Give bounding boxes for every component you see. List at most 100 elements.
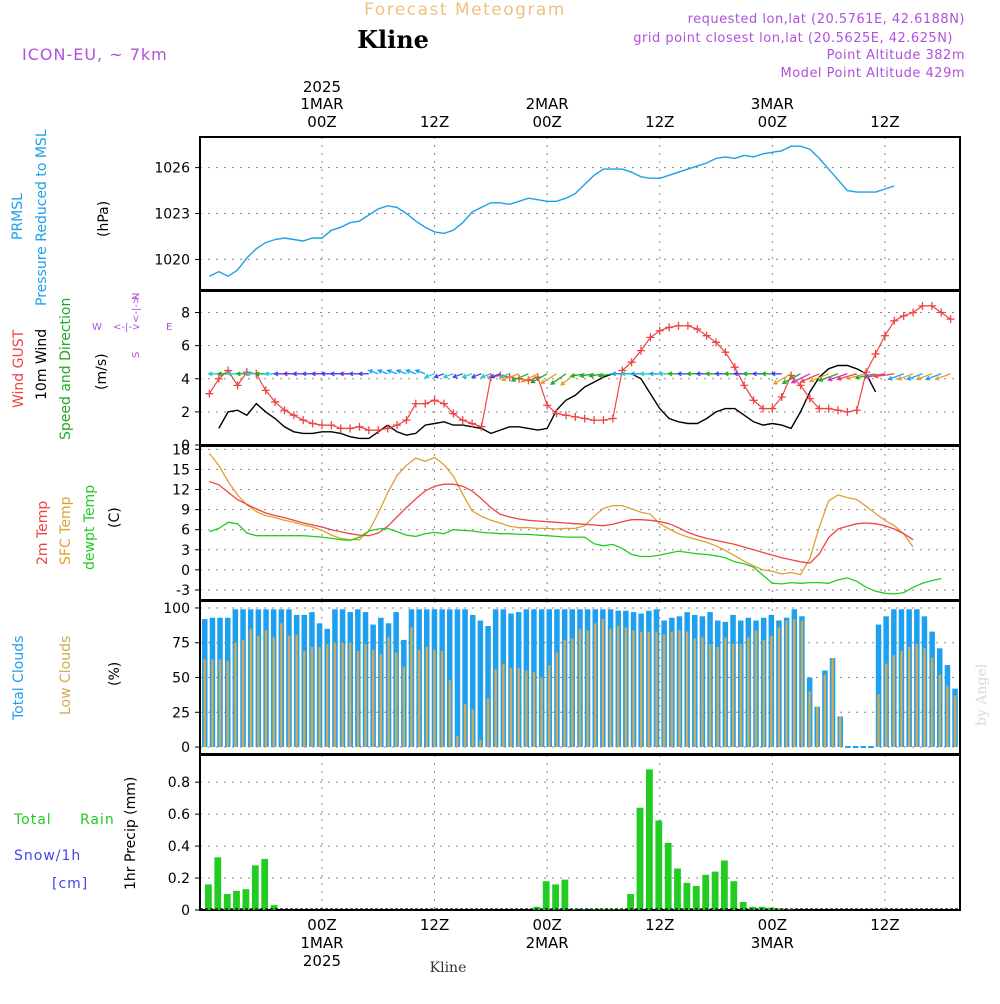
clouds-ytick-label: 25 xyxy=(172,705,190,721)
low-clouds-bar xyxy=(395,652,398,748)
wind-direction-arrow xyxy=(934,373,951,381)
point-altitude: Point Altitude 382m xyxy=(827,48,965,63)
wind-gust-marker xyxy=(317,421,326,430)
bottom-axis-label: 3MAR xyxy=(751,934,794,952)
wind-direction-arrow xyxy=(808,373,829,383)
total-clouds-bar xyxy=(447,609,453,747)
low-clouds-bar xyxy=(303,651,306,748)
wind-direction-arrow xyxy=(480,373,492,379)
low-clouds-bar xyxy=(839,716,842,747)
wind-ytick-label: 6 xyxy=(181,339,190,355)
bottom-axis-label: 00Z xyxy=(532,916,561,934)
snow-unit-label: [cm] xyxy=(52,876,88,892)
wind-gust-marker xyxy=(777,392,786,401)
watermark: by Angel xyxy=(974,663,990,726)
temperature-ytick-label: 0 xyxy=(181,563,190,579)
compass-arrow-we: <-|-> xyxy=(113,322,140,333)
rain-bar xyxy=(542,881,550,910)
wind-gust-marker xyxy=(289,411,298,420)
wind-direction-arrow xyxy=(887,373,904,381)
compass-s: S xyxy=(131,352,142,358)
wind-gust-marker xyxy=(383,424,392,433)
wind-10m-label: 10m Wind xyxy=(34,329,50,400)
total-clouds-bar xyxy=(454,609,461,747)
wind-direction-arrow xyxy=(836,373,857,381)
wind-gust-marker xyxy=(608,414,617,423)
wind-gust-marker xyxy=(543,401,552,410)
low-clouds-bar xyxy=(310,646,314,747)
low-clouds-bar xyxy=(211,659,214,747)
total-clouds-bar xyxy=(470,614,476,747)
low-clouds-bar xyxy=(486,698,490,748)
low-clouds-bar xyxy=(640,631,643,747)
wind-direction-arrow xyxy=(873,373,895,379)
wind-gust-marker xyxy=(411,399,420,408)
wind-direction-arrow xyxy=(377,369,388,375)
wind-speed-dir-label: Speed and Direction xyxy=(58,298,74,440)
rain-bar xyxy=(636,807,644,910)
low-clouds-bar xyxy=(249,628,252,747)
low-clouds-bar xyxy=(938,674,941,747)
wind-10m-line xyxy=(218,364,877,440)
rain-bar xyxy=(721,860,728,910)
bottom-axis-label: 00Z xyxy=(307,916,336,934)
temperature-ytick-label: 3 xyxy=(181,543,190,559)
precipitation-ytick-label: 0.4 xyxy=(168,839,190,855)
wind-gust-marker xyxy=(299,416,308,425)
wind-gust-marker xyxy=(346,424,355,433)
low-clouds-bar xyxy=(739,644,742,747)
wind-gust-marker xyxy=(890,316,899,325)
wind-gust-marker xyxy=(496,371,505,380)
wind-direction-arrow xyxy=(452,373,463,379)
rain-bar xyxy=(627,894,634,910)
low-clouds-bar xyxy=(831,658,834,747)
low-clouds-bar xyxy=(364,644,367,747)
wind-direction-arrow xyxy=(770,371,782,377)
precipitation-frame xyxy=(199,754,961,911)
low-clouds-bar xyxy=(770,635,773,748)
low-clouds-bar xyxy=(655,631,658,747)
wind-gust-marker xyxy=(843,407,852,416)
wind-direction-arrow xyxy=(924,373,942,381)
low-clouds-bar xyxy=(356,651,360,748)
low-clouds-bar xyxy=(800,620,804,748)
wind-gust-marker xyxy=(355,422,364,431)
low-clouds-bar xyxy=(647,631,650,747)
wind-direction-arrow xyxy=(357,371,369,377)
compass-arrow-ns: <-|-> xyxy=(131,296,142,323)
pressure-msl-label: Pressure Reduced to MSL xyxy=(34,129,50,306)
wind-gust-marker xyxy=(655,326,664,335)
wind-gust-marker xyxy=(805,394,814,403)
low-clouds-bar xyxy=(908,646,911,747)
wind-gust-marker xyxy=(214,374,223,383)
low-clouds-bar xyxy=(295,634,298,748)
low-clouds-bar xyxy=(433,649,436,748)
low-clouds-bar xyxy=(555,652,559,748)
wind-direction-arrow xyxy=(817,373,839,382)
temperature-ytick-label: 6 xyxy=(181,523,190,539)
pressure-ytick-label: 1020 xyxy=(154,252,190,268)
low-clouds-bar xyxy=(548,665,551,748)
low-clouds-bar xyxy=(953,695,957,748)
low-clouds-bar xyxy=(823,674,827,747)
wind-gust-marker xyxy=(430,396,439,405)
pressure-ytick-label: 1023 xyxy=(154,207,190,223)
wind-direction-arrow xyxy=(489,373,501,379)
wind-direction-arrow xyxy=(790,373,811,384)
rain-bar xyxy=(580,909,588,910)
wind-gust-marker xyxy=(458,416,467,425)
bottom-axis-label: 12Z xyxy=(870,916,899,934)
wind-gust-marker xyxy=(336,424,345,433)
wind-gust-marker xyxy=(815,404,824,413)
low-clouds-bar xyxy=(326,644,329,747)
low-clouds-bar xyxy=(387,637,390,748)
wind-gust-marker xyxy=(665,323,674,332)
low-clouds-bar xyxy=(586,630,589,747)
low-clouds-bar xyxy=(601,619,605,748)
rain-label: Rain xyxy=(80,812,115,828)
wind-direction-arrow xyxy=(906,373,923,381)
rain-bar xyxy=(214,857,222,910)
clouds-ytick-label: 100 xyxy=(163,601,190,617)
low-clouds-bar xyxy=(234,642,237,747)
